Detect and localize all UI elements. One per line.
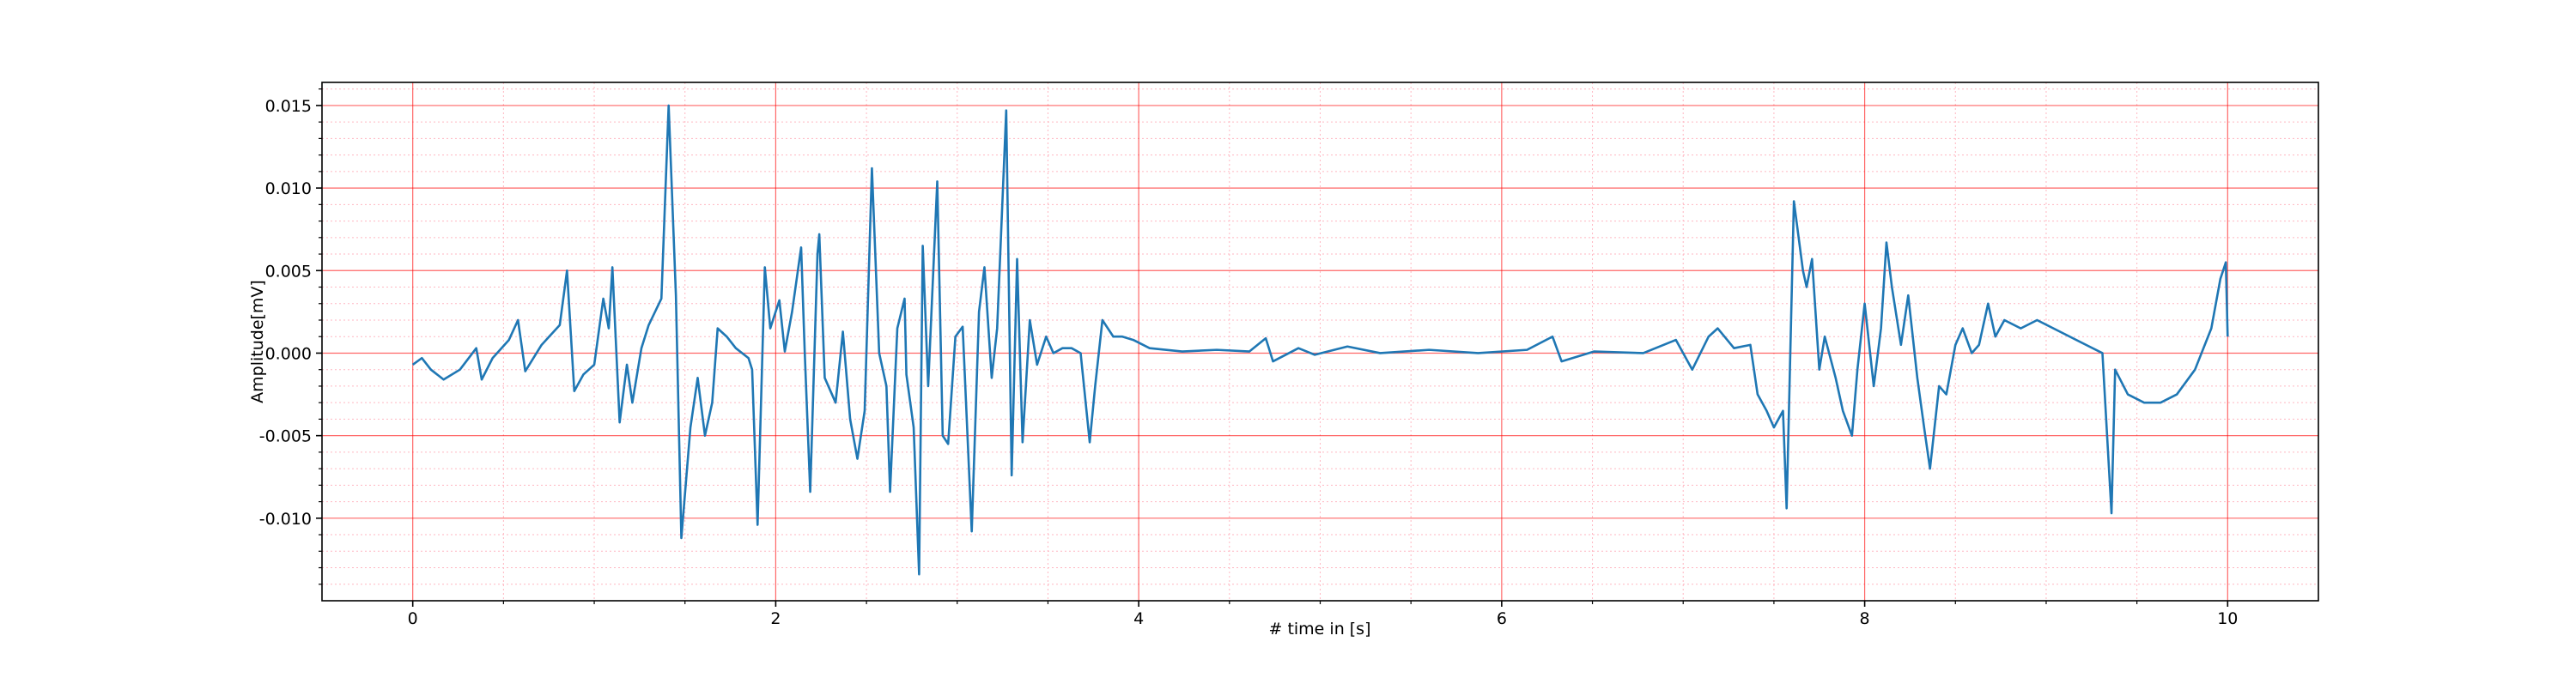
signal-line [411, 104, 2229, 576]
x-tick-label: 4 [1133, 609, 1144, 628]
x-tick-label: 8 [1860, 609, 1870, 628]
ticks: 0 2 4 6 8 10 -0.010 -0.005 0.000 0.005 0.010 0.015 [259, 88, 2238, 628]
y-tick-label: 0.015 [265, 97, 312, 116]
x-tick-label: 0 [408, 609, 418, 628]
y-axis-label: Amplitude[mV] [248, 280, 267, 403]
x-tick-label: 2 [770, 609, 781, 628]
x-tick-label: 10 [2217, 609, 2238, 628]
y-tick-label: -0.005 [259, 427, 312, 446]
y-tick-label: -0.010 [259, 510, 312, 529]
x-axis-label: # time in [s] [1268, 620, 1370, 639]
plot-area [411, 104, 2229, 576]
y-tick-label: 0.005 [265, 262, 312, 281]
y-tick-label: 0.010 [265, 179, 312, 198]
minor-grid [322, 82, 2318, 601]
y-tick-label: 0.000 [265, 344, 312, 363]
x-tick-label: 6 [1497, 609, 1507, 628]
